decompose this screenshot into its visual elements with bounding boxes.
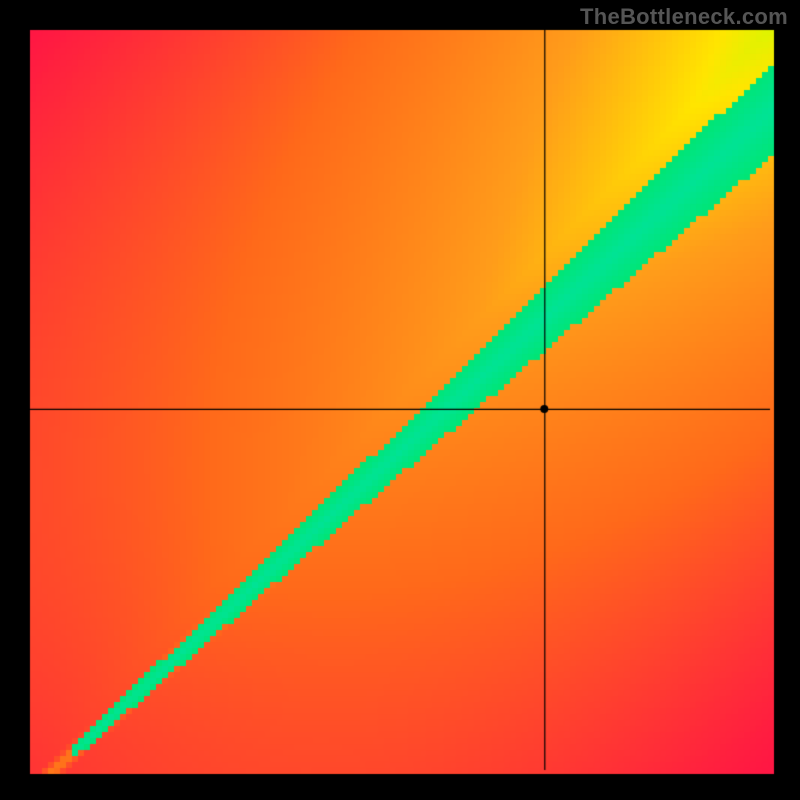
chart-container: TheBottleneck.com — [0, 0, 800, 800]
watermark-text: TheBottleneck.com — [580, 4, 788, 30]
bottleneck-heatmap — [0, 0, 800, 800]
